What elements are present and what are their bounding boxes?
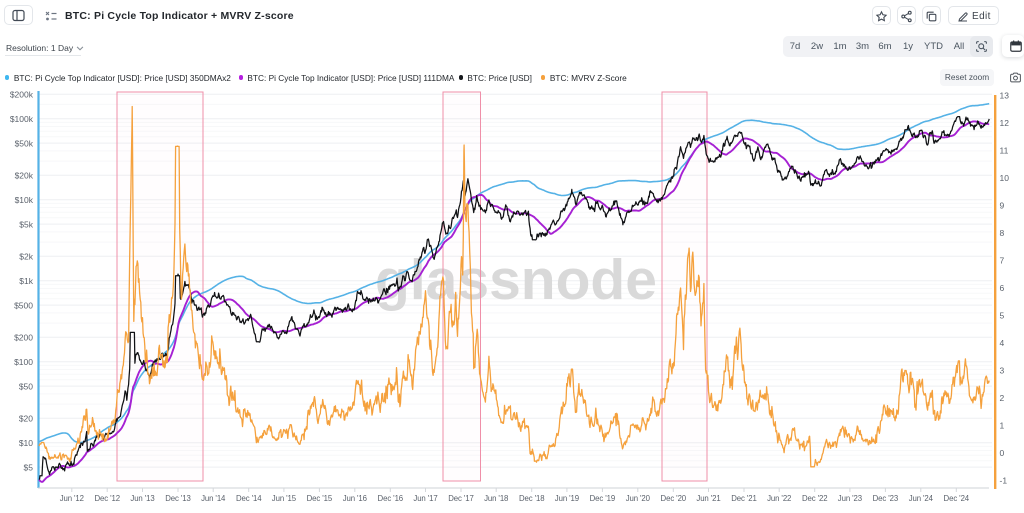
svg-text:Dec '12: Dec '12 — [94, 494, 120, 503]
svg-text:Jun '19: Jun '19 — [555, 494, 579, 503]
svg-text:3: 3 — [1000, 366, 1005, 376]
svg-text:Dec '23: Dec '23 — [873, 494, 899, 503]
svg-text:Jun '20: Jun '20 — [626, 494, 651, 503]
svg-text:7: 7 — [1000, 256, 1005, 266]
svg-text:Dec '22: Dec '22 — [802, 494, 828, 503]
svg-text:-1: -1 — [1000, 476, 1008, 486]
svg-text:10: 10 — [1000, 173, 1010, 183]
svg-text:$50k: $50k — [15, 138, 34, 148]
svg-text:Jun '21: Jun '21 — [696, 494, 720, 503]
svg-text:Jun '12: Jun '12 — [60, 494, 84, 503]
svg-text:Dec '19: Dec '19 — [590, 494, 616, 503]
svg-text:Dec '15: Dec '15 — [307, 494, 333, 503]
svg-text:$10: $10 — [19, 438, 33, 448]
svg-text:2: 2 — [1000, 393, 1005, 403]
svg-text:$2k: $2k — [19, 252, 33, 262]
svg-text:$100: $100 — [14, 357, 33, 367]
svg-text:11: 11 — [1000, 146, 1009, 156]
svg-text:$1k: $1k — [19, 276, 33, 286]
svg-text:$20k: $20k — [15, 171, 34, 181]
svg-text:Jun '24: Jun '24 — [909, 494, 934, 503]
svg-text:$5: $5 — [24, 462, 34, 472]
svg-text:$5k: $5k — [19, 219, 33, 229]
svg-text:Dec '13: Dec '13 — [165, 494, 191, 503]
svg-text:5: 5 — [1000, 311, 1005, 321]
svg-text:$200k: $200k — [10, 90, 34, 100]
svg-text:Jun '14: Jun '14 — [201, 494, 226, 503]
svg-text:Jun '22: Jun '22 — [767, 494, 791, 503]
svg-text:Jun '15: Jun '15 — [272, 494, 297, 503]
svg-text:4: 4 — [1000, 338, 1005, 348]
svg-text:8: 8 — [1000, 228, 1005, 238]
svg-text:Dec '24: Dec '24 — [944, 494, 970, 503]
svg-text:Jun '23: Jun '23 — [838, 494, 862, 503]
svg-text:6: 6 — [1000, 283, 1005, 293]
svg-text:Jun '16: Jun '16 — [343, 494, 367, 503]
svg-text:$100k: $100k — [10, 114, 34, 124]
svg-text:$200: $200 — [14, 333, 33, 343]
svg-text:Dec '17: Dec '17 — [448, 494, 474, 503]
svg-text:Dec '18: Dec '18 — [519, 494, 545, 503]
svg-text:$10k: $10k — [15, 195, 34, 205]
svg-text:Jun '18: Jun '18 — [484, 494, 508, 503]
svg-text:Dec '14: Dec '14 — [236, 494, 262, 503]
svg-text:Dec '16: Dec '16 — [378, 494, 404, 503]
svg-text:12: 12 — [1000, 118, 1010, 128]
svg-text:$50: $50 — [19, 381, 33, 391]
svg-text:Jun '13: Jun '13 — [130, 494, 154, 503]
svg-text:13: 13 — [1000, 91, 1010, 101]
svg-text:Dec '21: Dec '21 — [731, 494, 757, 503]
svg-text:Jun '17: Jun '17 — [413, 494, 437, 503]
svg-text:Dec '20: Dec '20 — [661, 494, 687, 503]
svg-text:1: 1 — [1000, 421, 1005, 431]
svg-text:$500: $500 — [14, 300, 33, 310]
svg-text:$20: $20 — [19, 414, 33, 424]
svg-text:0: 0 — [1000, 448, 1005, 458]
svg-text:9: 9 — [1000, 201, 1005, 211]
svg-text:glassnode: glassnode — [375, 248, 657, 312]
